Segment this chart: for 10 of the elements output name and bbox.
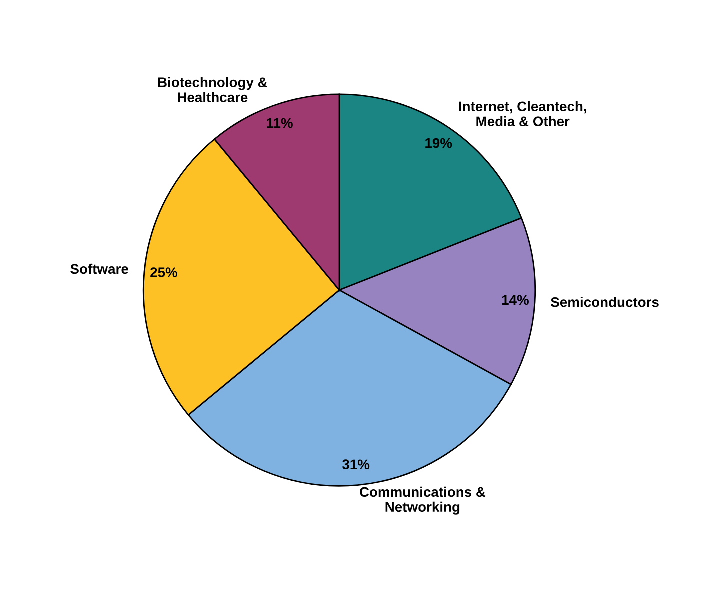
- data-label: 19%: [426, 138, 452, 148]
- data-label: 25%: [150, 268, 178, 278]
- slice-label: Internet, Cleantech, Media & Other: [459, 101, 586, 127]
- slice-label: Biotechnology & Healthcare: [158, 77, 268, 102]
- slice-label: Semiconductors: [551, 297, 659, 308]
- data-label: 11%: [267, 118, 293, 128]
- slice-label: Software: [70, 264, 128, 274]
- slice-label: Communications & Networking: [360, 486, 486, 515]
- data-label: 14%: [502, 295, 529, 306]
- data-label: 31%: [342, 460, 370, 470]
